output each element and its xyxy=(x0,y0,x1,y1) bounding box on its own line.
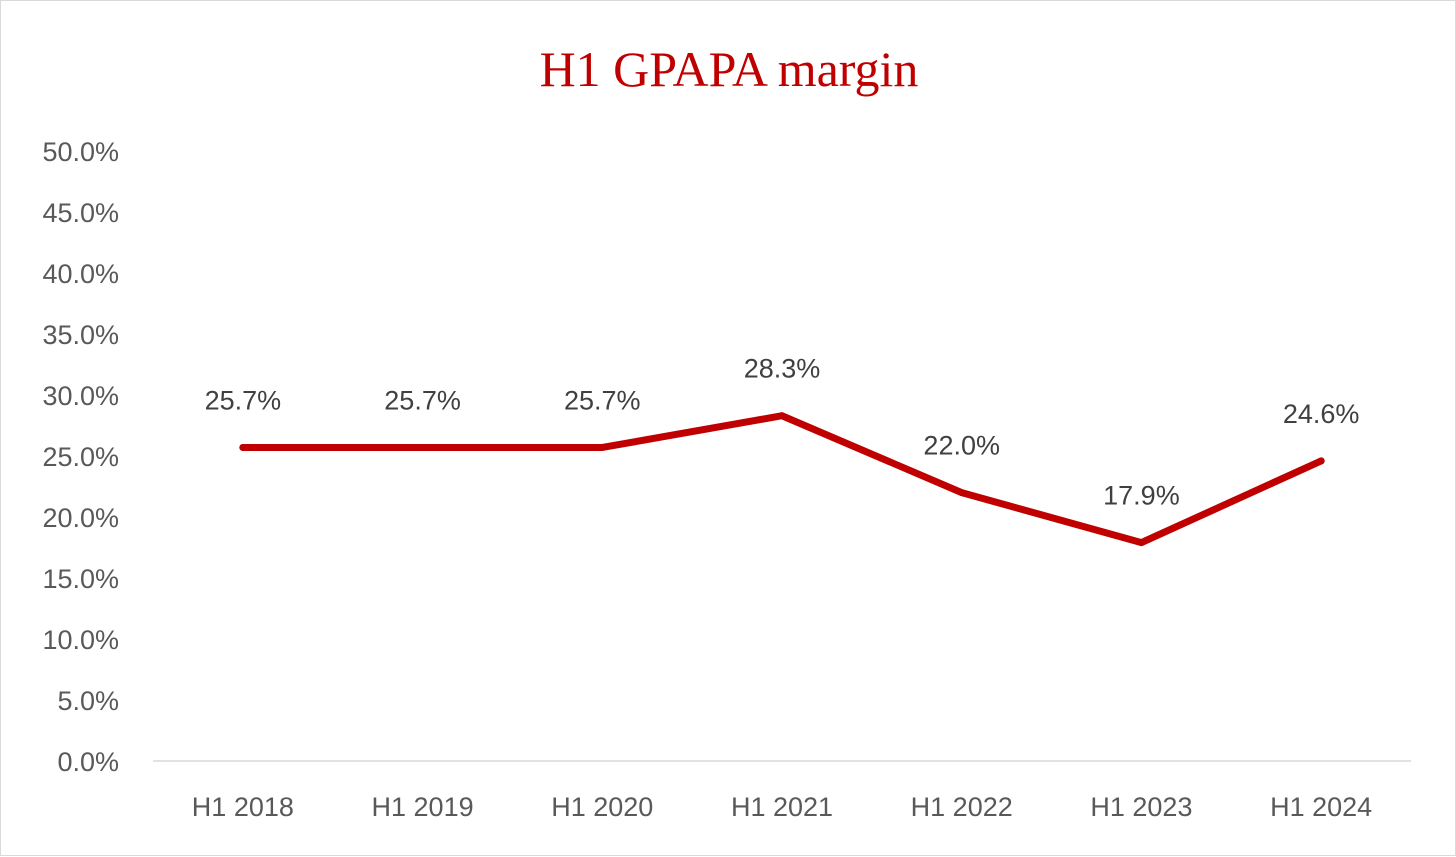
y-tick-label: 10.0% xyxy=(42,625,119,655)
series-group xyxy=(239,412,1325,547)
data-point xyxy=(239,443,247,451)
y-tick-label: 20.0% xyxy=(42,503,119,533)
y-tick-label: 40.0% xyxy=(42,259,119,289)
data-point xyxy=(958,489,966,497)
x-tick-label: H1 2019 xyxy=(372,792,474,822)
x-tick-label: H1 2022 xyxy=(911,792,1013,822)
y-tick-label: 0.0% xyxy=(57,747,119,777)
data-label: 28.3% xyxy=(744,354,821,384)
x-tick-label: H1 2018 xyxy=(192,792,294,822)
x-tick-label: H1 2021 xyxy=(731,792,833,822)
x-axis-ticks: H1 2018 H1 2019 H1 2020 H1 2021 H1 2022 H1 20… xyxy=(192,792,1372,822)
data-point xyxy=(778,412,786,420)
data-label: 24.6% xyxy=(1283,399,1360,429)
data-label: 17.9% xyxy=(1103,481,1180,511)
data-label: 22.0% xyxy=(923,431,1000,461)
data-labels: 25.7% 25.7% 25.7% 28.3% 22.0% 17.9% 24.6% xyxy=(205,354,1360,511)
x-tick-label: H1 2020 xyxy=(551,792,653,822)
data-label: 25.7% xyxy=(205,385,282,415)
chart-title: H1 GPAPA margin xyxy=(539,41,919,97)
y-tick-label: 35.0% xyxy=(42,320,119,350)
y-tick-label: 25.0% xyxy=(42,442,119,472)
y-tick-label: 15.0% xyxy=(42,564,119,594)
data-label: 25.7% xyxy=(384,385,461,415)
data-label: 25.7% xyxy=(564,385,641,415)
data-point xyxy=(419,443,427,451)
x-tick-label: H1 2023 xyxy=(1090,792,1192,822)
x-tick-label: H1 2024 xyxy=(1270,792,1372,822)
data-point xyxy=(598,443,606,451)
data-point xyxy=(1317,457,1325,465)
y-tick-label: 50.0% xyxy=(42,137,119,167)
y-tick-label: 30.0% xyxy=(42,381,119,411)
y-axis-ticks: 0.0% 5.0% 10.0% 15.0% 20.0% 25.0% 30.0% 35.0% 40… xyxy=(42,137,119,777)
y-tick-label: 45.0% xyxy=(42,198,119,228)
series-line xyxy=(239,412,1325,547)
data-point xyxy=(1137,539,1145,547)
y-tick-label: 5.0% xyxy=(57,686,119,716)
